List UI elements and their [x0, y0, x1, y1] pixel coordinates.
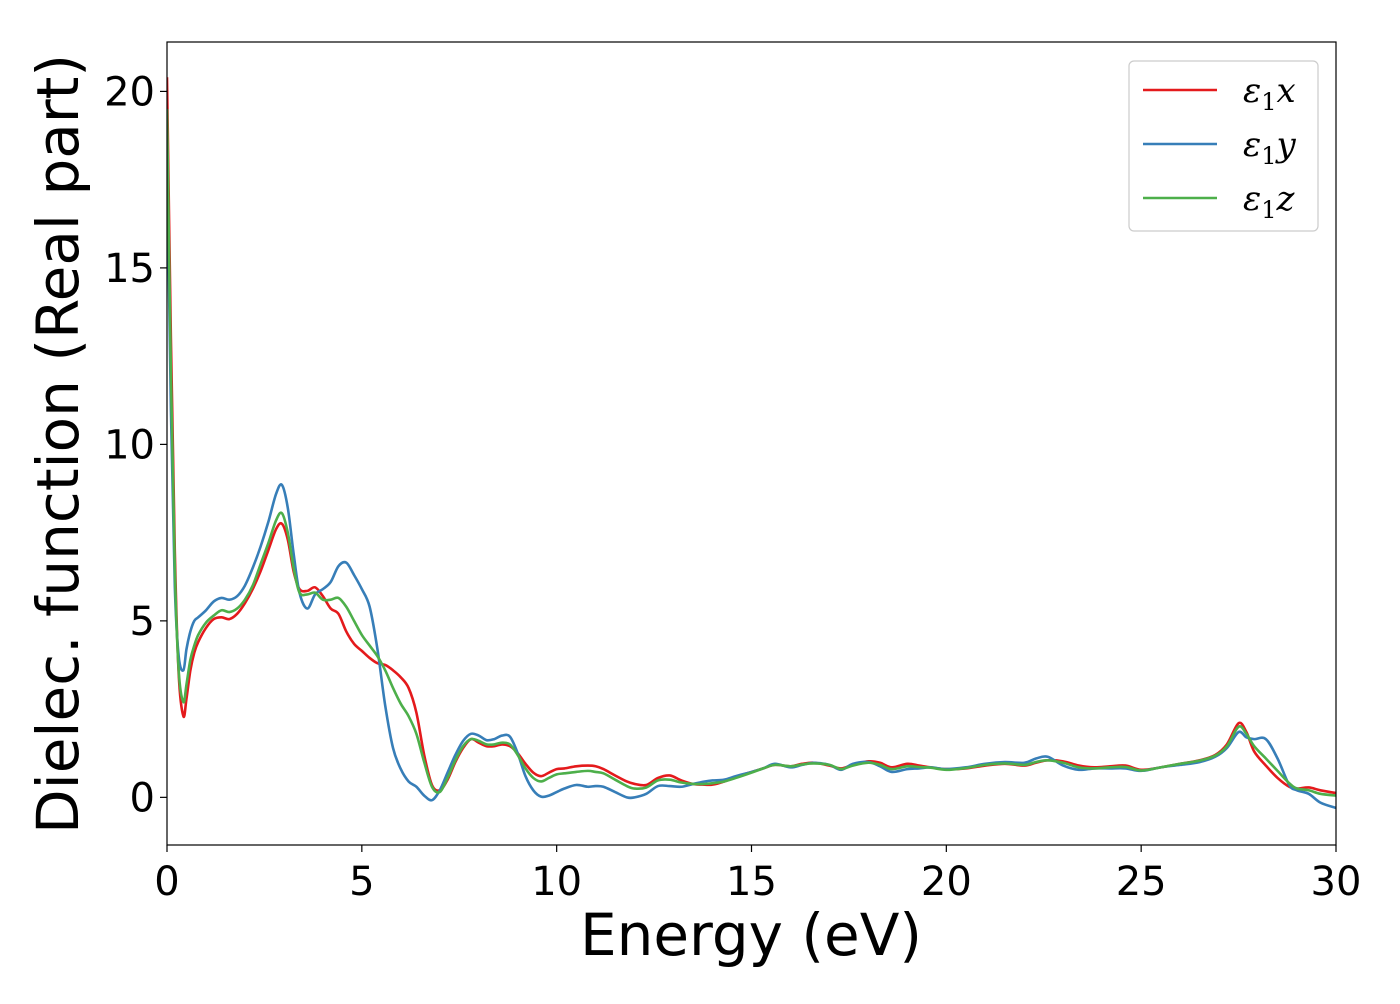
- legend-box: [1128, 60, 1319, 232]
- series-line-z: [167, 109, 1336, 797]
- legend-label-z: ε1z: [1243, 179, 1296, 224]
- series-line-y: [167, 144, 1336, 810]
- y-tick-label: 15: [104, 246, 155, 292]
- y-axis: 0 5 10 15 20: [104, 69, 167, 821]
- x-axis: 0 5 10 15 20 25 30: [154, 845, 1361, 905]
- y-tick-label: 0: [130, 775, 155, 821]
- legend-label-y: ε1y: [1243, 125, 1297, 170]
- y-tick-label: 10: [104, 422, 155, 468]
- legend: ε1x ε1y ε1z: [1128, 60, 1319, 232]
- x-tick-label: 25: [1116, 859, 1167, 905]
- x-tick-label: 10: [531, 859, 582, 905]
- x-axis-label: Energy (eV): [580, 901, 922, 969]
- x-tick-label: 15: [726, 859, 777, 905]
- x-tick-label: 30: [1311, 859, 1362, 905]
- legend-label-x: ε1x: [1243, 71, 1296, 116]
- x-tick-label: 5: [349, 859, 374, 905]
- series-layer: [167, 77, 1336, 810]
- y-tick-label: 5: [130, 599, 155, 645]
- x-tick-label: 0: [154, 859, 179, 905]
- series-line-x: [167, 77, 1336, 795]
- x-tick-label: 20: [921, 859, 972, 905]
- y-axis-label: Dielec. function (Real part): [24, 54, 92, 834]
- y-tick-label: 20: [104, 69, 155, 115]
